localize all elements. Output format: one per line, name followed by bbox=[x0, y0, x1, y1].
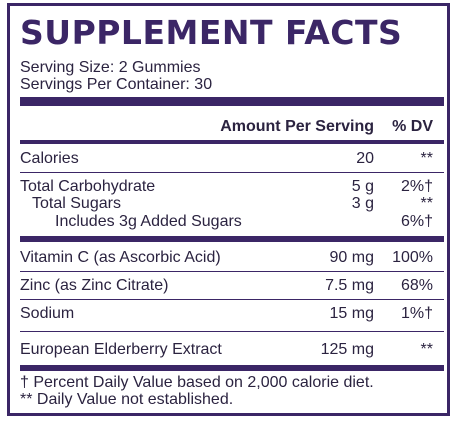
row-label-total-carbohydrate: Total Carbohydrate bbox=[20, 178, 156, 195]
serving-size: Serving Size: 2 Gummies bbox=[20, 59, 201, 76]
row-label-sodium: Sodium bbox=[20, 305, 75, 322]
supplement-facts-panel: SUPPLEMENT FACTS Serving Size: 2 Gummies… bbox=[7, 3, 450, 416]
row-amount-total-sugars: 3 g bbox=[351, 195, 374, 212]
row-divider bbox=[20, 299, 444, 300]
row-amount-total-carbohydrate: 5 g bbox=[351, 178, 374, 195]
row-label-vitamin-c: Vitamin C (as Ascorbic Acid) bbox=[20, 249, 221, 266]
row-amount-elderberry: 125 mg bbox=[320, 341, 374, 358]
row-dv-vitamin-c: 100% bbox=[392, 249, 433, 266]
row-amount-vitamin-c: 90 mg bbox=[329, 249, 374, 266]
thick-divider-middle bbox=[20, 236, 444, 242]
amount-header: Amount Per Serving bbox=[220, 118, 374, 135]
header-divider bbox=[20, 140, 444, 144]
dv-header: % DV bbox=[392, 118, 433, 135]
row-label-zinc: Zinc (as Zinc Citrate) bbox=[20, 277, 169, 294]
footnote-not-established: ** Daily Value not established. bbox=[20, 391, 234, 408]
row-amount-calories: 20 bbox=[356, 150, 374, 167]
row-label-added-sugars: Includes 3g Added Sugars bbox=[55, 213, 242, 230]
servings-per-container: Servings Per Container: 30 bbox=[20, 76, 213, 93]
row-dv-added-sugars: 6%† bbox=[400, 213, 433, 230]
thick-divider-top bbox=[20, 97, 444, 106]
row-dv-total-sugars: ** bbox=[420, 195, 433, 212]
row-dv-sodium: 1%† bbox=[400, 305, 433, 322]
thick-divider-bottom bbox=[20, 365, 444, 371]
row-divider bbox=[20, 271, 444, 272]
row-amount-sodium: 15 mg bbox=[329, 305, 374, 322]
row-label-calories: Calories bbox=[20, 150, 79, 167]
row-divider bbox=[20, 331, 444, 332]
row-dv-calories: ** bbox=[420, 150, 433, 167]
footnote-dv: † Percent Daily Value based on 2,000 cal… bbox=[20, 374, 374, 391]
row-dv-elderberry: ** bbox=[420, 341, 433, 358]
row-label-elderberry: European Elderberry Extract bbox=[20, 341, 222, 358]
panel-title: SUPPLEMENT FACTS bbox=[20, 13, 403, 52]
row-divider bbox=[20, 172, 444, 173]
row-label-total-sugars: Total Sugars bbox=[32, 195, 121, 212]
row-dv-zinc: 68% bbox=[400, 277, 433, 294]
row-amount-zinc: 7.5 mg bbox=[325, 277, 374, 294]
row-dv-total-carbohydrate: 2%† bbox=[400, 178, 433, 195]
